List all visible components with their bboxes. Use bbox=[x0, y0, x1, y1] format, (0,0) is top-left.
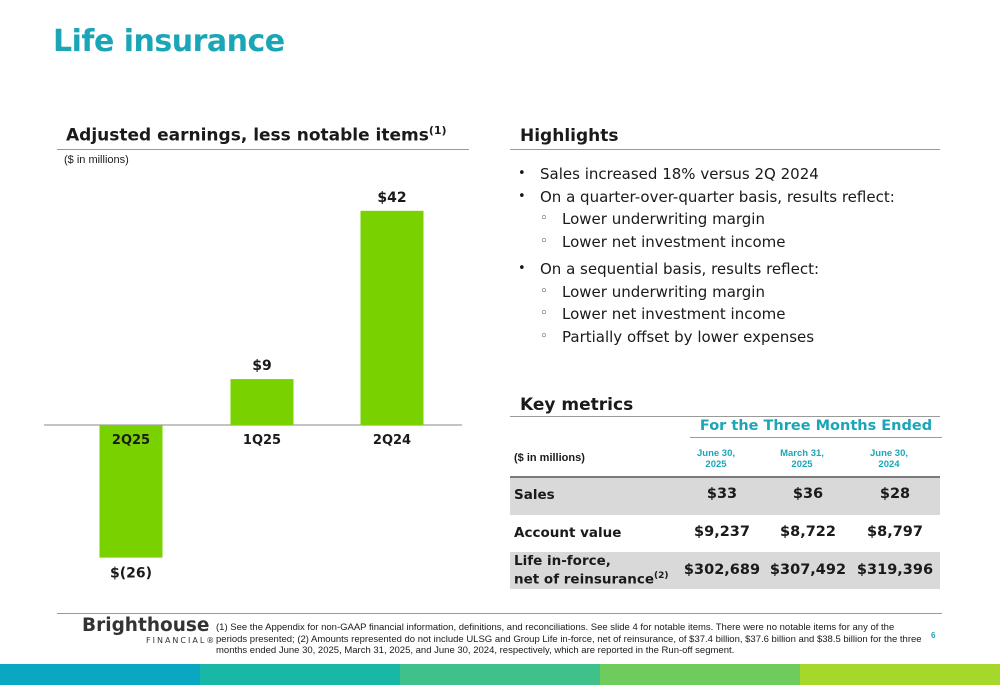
data-label-1q25: $9 bbox=[252, 358, 271, 374]
key-metrics-rule bbox=[510, 416, 940, 417]
highlight-item: Lower underwriting margin bbox=[514, 281, 934, 304]
highlight-item: Lower underwriting margin bbox=[514, 208, 934, 231]
highlight-item: On a sequential basis, results reflect: bbox=[514, 258, 934, 281]
metrics-units: ($ in millions) bbox=[514, 452, 585, 464]
row-label: Life in-force, net of reinsurance(2) bbox=[514, 553, 669, 588]
metrics-row-life-in-force: Life in-force, net of reinsurance(2) $302… bbox=[510, 552, 940, 589]
cell-value: $9,237 bbox=[694, 524, 750, 540]
chart-heading-text: Adjusted earnings, less notable items bbox=[66, 125, 429, 146]
highlight-item: Sales increased 18% versus 2Q 2024 bbox=[514, 163, 934, 186]
stripe-segment bbox=[400, 664, 600, 685]
stripe-segment bbox=[200, 664, 400, 685]
page-number: 6 bbox=[931, 631, 936, 640]
bar-2q24 bbox=[360, 210, 424, 425]
row-label: Sales bbox=[514, 487, 555, 503]
cell-value: $8,722 bbox=[780, 524, 836, 540]
column-header-june-2025: June 30, 2025 bbox=[696, 448, 736, 470]
page-title: Life insurance bbox=[53, 24, 285, 59]
cell-value: $8,797 bbox=[867, 524, 923, 540]
column-header-march-2025: March 31, 2025 bbox=[780, 448, 824, 470]
bar-1q25 bbox=[230, 379, 294, 425]
category-label-2q25: 2Q25 bbox=[112, 433, 150, 448]
cell-value: $319,396 bbox=[856, 562, 934, 578]
cell-value: $307,492 bbox=[769, 562, 847, 578]
chart-heading: Adjusted earnings, less notable items(1) bbox=[57, 124, 469, 150]
cell-value: $28 bbox=[879, 486, 911, 502]
cell-value: $36 bbox=[792, 486, 824, 502]
cell-value: $302,689 bbox=[683, 562, 761, 578]
highlights-heading: Highlights bbox=[510, 126, 940, 150]
footer-rule bbox=[57, 613, 942, 614]
highlight-item: Lower net investment income bbox=[514, 303, 934, 326]
brand-logo: Brighthouse bbox=[82, 615, 210, 636]
highlight-item: Partially offset by lower expenses bbox=[514, 326, 934, 349]
footnote: (1) See the Appendix for non-GAAP financ… bbox=[216, 622, 922, 656]
period-header: For the Three Months Ended bbox=[690, 418, 942, 438]
brand-logo-sub: FINANCIAL® bbox=[146, 636, 215, 645]
key-metrics-heading: Key metrics bbox=[520, 395, 634, 415]
stripe-segment bbox=[800, 664, 1000, 685]
chart-units: ($ in millions) bbox=[64, 154, 129, 166]
category-label-2q24: 2Q24 bbox=[373, 433, 411, 448]
data-label-2q24: $42 bbox=[377, 190, 406, 206]
column-header-june-2024: June 30, 2024 bbox=[869, 448, 909, 470]
highlight-item: On a quarter-over-quarter basis, results… bbox=[514, 186, 934, 209]
chart-heading-footnote: (1) bbox=[428, 124, 447, 137]
metrics-top-rule bbox=[510, 476, 940, 478]
data-label-2q25: $(26) bbox=[110, 566, 152, 582]
highlights-list: Sales increased 18% versus 2Q 2024On a q… bbox=[514, 163, 934, 348]
stripe-segment bbox=[600, 664, 800, 685]
row-label: Account value bbox=[514, 525, 622, 541]
metrics-row-sales: Sales $33 $36 $28 bbox=[510, 478, 940, 515]
cell-value: $33 bbox=[706, 486, 738, 502]
earnings-bar-chart: $(26) 2Q25 $9 1Q25 $42 2Q24 bbox=[44, 190, 462, 582]
bar-2q25 bbox=[99, 425, 163, 558]
metrics-row-account-value: Account value $9,237 $8,722 $8,797 bbox=[510, 515, 940, 552]
category-label-1q25: 1Q25 bbox=[243, 433, 281, 448]
highlight-item: Lower net investment income bbox=[514, 231, 934, 254]
stripe-segment bbox=[0, 664, 200, 685]
